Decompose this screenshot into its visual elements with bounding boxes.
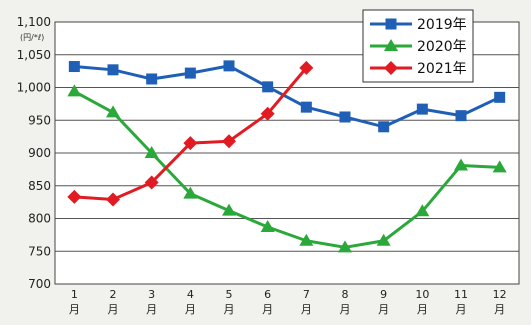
- data-point-triangle: [492, 160, 507, 173]
- data-point-diamond: [183, 136, 198, 151]
- data-point-triangle: [144, 146, 159, 158]
- data-point-triangle: [222, 203, 236, 216]
- data-point-square: [416, 103, 428, 115]
- data-point-diamond: [144, 175, 159, 190]
- data-point-square: [385, 18, 397, 30]
- x-tick-label: 8: [342, 288, 349, 301]
- x-tick-label-unit: 月: [224, 303, 235, 316]
- x-tick-label-unit: 月: [262, 303, 273, 316]
- data-point-square: [300, 101, 312, 113]
- data-point-triangle: [183, 186, 198, 199]
- series-line: [73, 90, 500, 249]
- x-tick-label: 10: [415, 288, 429, 301]
- y-tick-label: 950: [28, 113, 51, 127]
- x-tick-label: 12: [493, 288, 507, 301]
- y-axis-ticks: 700 750 800 850 900 950 1,000 1,050 1,100: [17, 15, 51, 291]
- x-tick-label-unit: 月: [146, 303, 157, 316]
- data-point-square: [378, 121, 390, 133]
- x-tick-label-unit: 月: [494, 303, 505, 316]
- x-axis-ticks: 1 月 2 月 3 月 4 月 5 月 6 月 7 月 8 月 9 月 10 月 11 月 12 月: [69, 288, 507, 316]
- x-tick-label-unit: 月: [378, 303, 389, 316]
- y-tick-label: 850: [28, 179, 51, 193]
- data-point-triangle: [415, 204, 430, 217]
- y-tick-label: 750: [28, 244, 51, 258]
- data-point-triangle: [384, 39, 398, 51]
- legend-label: 2020年: [417, 39, 467, 55]
- y-tick-label: 700: [28, 277, 51, 291]
- x-tick-label: 7: [303, 288, 310, 301]
- data-point-triangle: [299, 233, 314, 246]
- x-tick-label: 2: [110, 288, 117, 301]
- x-tick-label-unit: 月: [456, 303, 467, 316]
- data-point-square: [494, 91, 506, 103]
- data-point-triangle: [260, 220, 275, 233]
- x-tick-label: 1: [71, 288, 78, 301]
- y-tick-label: 1,100: [17, 15, 51, 29]
- data-point-diamond: [106, 192, 120, 207]
- data-point-triangle: [67, 84, 82, 97]
- x-tick-label-unit: 月: [417, 303, 428, 316]
- data-point-square: [339, 111, 351, 123]
- data-point-square: [107, 64, 119, 76]
- data-point-diamond: [299, 60, 314, 75]
- data-point-square: [146, 73, 158, 85]
- y-tick-label: 1,000: [17, 81, 51, 95]
- data-point-square: [184, 67, 196, 79]
- x-tick-label-unit: 月: [301, 303, 312, 316]
- data-point-triangle: [106, 105, 120, 118]
- y-tick-label: 1,050: [17, 48, 51, 62]
- data-point-square: [223, 60, 235, 72]
- legend-label: 2021年: [417, 61, 467, 77]
- data-point-square: [68, 61, 80, 73]
- x-tick-label: 6: [264, 288, 271, 301]
- x-tick-label: 11: [454, 288, 468, 301]
- data-point-triangle: [454, 158, 468, 171]
- data-point-diamond: [260, 106, 275, 121]
- plot-frame: [54, 21, 520, 285]
- data-point-diamond: [384, 61, 398, 75]
- x-tick-label-unit: 月: [185, 303, 196, 316]
- data-point-square: [455, 110, 467, 122]
- legend: 2019年 2020年 2021年: [362, 9, 474, 83]
- series-line: [74, 64, 501, 129]
- x-tick-label: 4: [187, 288, 194, 301]
- series-markers: [67, 60, 507, 253]
- data-point-triangle: [376, 233, 391, 246]
- y-axis-unit-label: (円/*ℓ): [20, 33, 44, 42]
- x-tick-label: 9: [380, 288, 387, 301]
- y-tick-label: 900: [28, 146, 51, 160]
- legend-label: 2019年: [417, 17, 467, 33]
- x-tick-label-unit: 月: [340, 303, 351, 316]
- data-point-triangle: [338, 240, 352, 253]
- x-tick-label: 3: [148, 288, 155, 301]
- data-point-square: [262, 81, 274, 93]
- x-tick-label: 5: [226, 288, 233, 301]
- data-point-diamond: [222, 134, 236, 149]
- data-point-diamond: [67, 189, 82, 204]
- x-tick-label-unit: 月: [69, 303, 80, 316]
- y-tick-label: 800: [28, 212, 51, 226]
- x-tick-label-unit: 月: [108, 303, 119, 316]
